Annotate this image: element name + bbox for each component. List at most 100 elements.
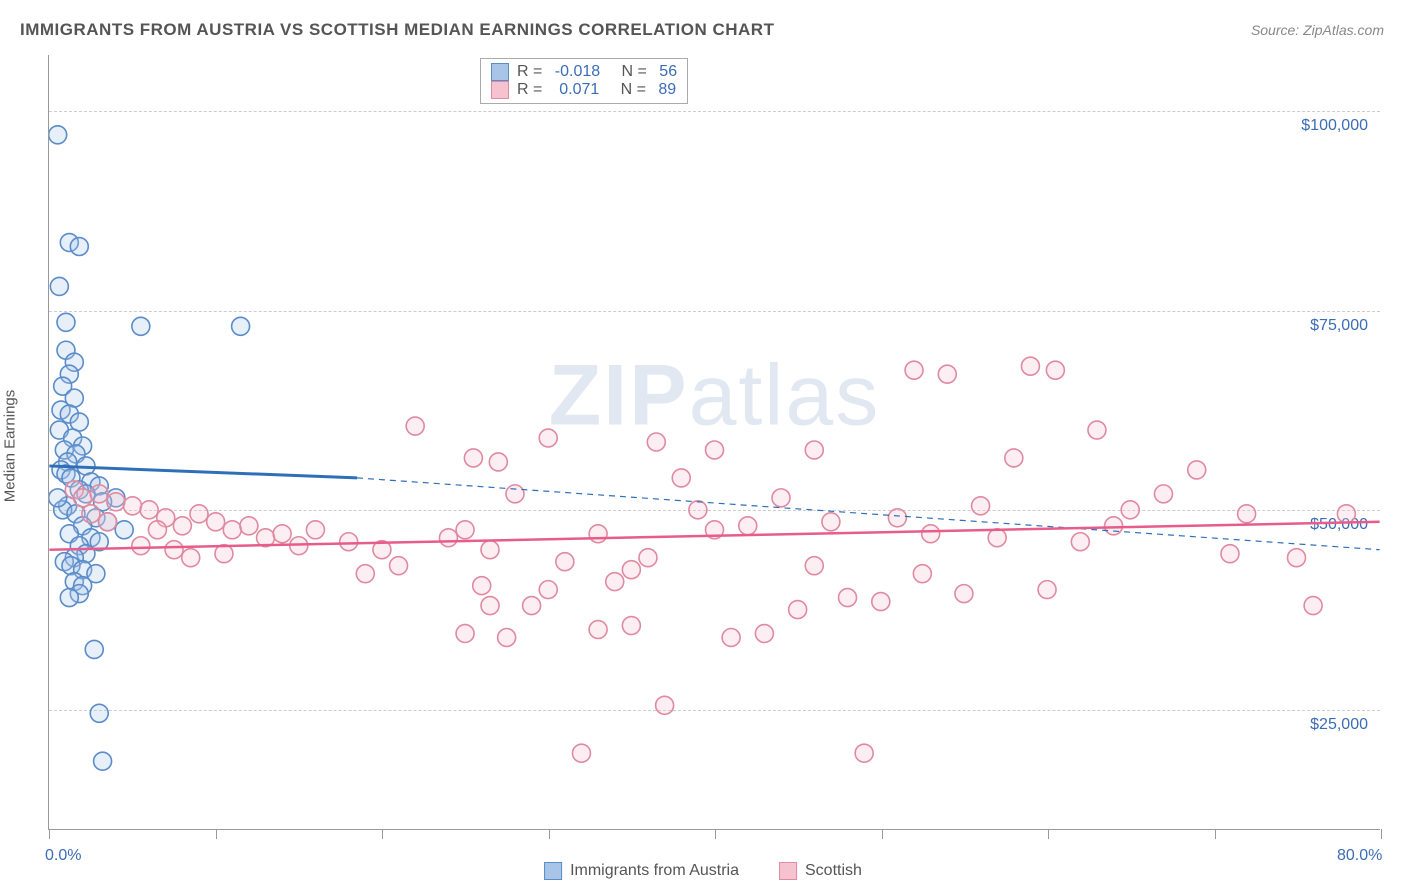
- data-point: [988, 529, 1006, 547]
- data-point: [1154, 485, 1172, 503]
- data-point: [822, 513, 840, 531]
- data-point: [955, 585, 973, 603]
- data-point: [1337, 505, 1355, 523]
- data-point: [481, 541, 499, 559]
- data-point: [888, 509, 906, 527]
- data-point: [148, 521, 166, 539]
- data-point: [240, 517, 258, 535]
- data-point: [739, 517, 757, 535]
- data-point: [124, 497, 142, 515]
- chart-container: IMMIGRANTS FROM AUSTRIA VS SCOTTISH MEDI…: [0, 0, 1406, 892]
- data-point: [905, 361, 923, 379]
- data-point: [556, 553, 574, 571]
- data-point: [606, 573, 624, 591]
- data-point: [589, 621, 607, 639]
- series-label-1: Scottish: [805, 862, 862, 880]
- data-point: [1046, 361, 1064, 379]
- legend-n-label-0: N =: [608, 63, 651, 81]
- data-point: [1188, 461, 1206, 479]
- x-tick-label: 0.0%: [45, 847, 81, 865]
- data-point: [390, 557, 408, 575]
- data-point: [506, 485, 524, 503]
- data-point: [523, 597, 541, 615]
- data-point: [1021, 357, 1039, 375]
- data-point: [49, 489, 67, 507]
- data-point: [481, 597, 499, 615]
- data-point: [539, 429, 557, 447]
- data-point: [572, 744, 590, 762]
- legend-r-val-1: 0.071: [555, 81, 599, 99]
- data-point: [473, 577, 491, 595]
- data-point: [456, 625, 474, 643]
- data-point: [82, 505, 100, 523]
- data-point: [855, 744, 873, 762]
- data-point: [1038, 581, 1056, 599]
- data-point: [439, 529, 457, 547]
- data-point: [50, 277, 68, 295]
- plot-area: ZIPatlas $25,000$50,000$75,000$100,0000.…: [48, 55, 1380, 830]
- data-point: [182, 549, 200, 567]
- data-point: [70, 238, 88, 256]
- data-point: [913, 565, 931, 583]
- data-point: [406, 417, 424, 435]
- data-point: [839, 589, 857, 607]
- data-point: [1121, 501, 1139, 519]
- data-point: [972, 497, 990, 515]
- legend-swatch-0: [491, 63, 509, 81]
- data-point: [456, 521, 474, 539]
- correlation-legend: R = -0.018 N = 56 R = 0.071 N = 89: [480, 58, 688, 104]
- series-label-0: Immigrants from Austria: [570, 862, 739, 880]
- legend-r-label-0: R =: [517, 63, 547, 81]
- data-point: [1304, 597, 1322, 615]
- data-point: [140, 501, 158, 519]
- series-legend-item-1: Scottish: [779, 862, 862, 880]
- series-legend: Immigrants from Austria Scottish: [544, 862, 862, 880]
- data-point: [755, 625, 773, 643]
- data-point: [464, 449, 482, 467]
- data-point: [938, 365, 956, 383]
- series-swatch-0: [544, 862, 562, 880]
- data-point: [49, 126, 67, 144]
- data-point: [57, 313, 75, 331]
- legend-swatch-1: [491, 81, 509, 99]
- data-point: [165, 541, 183, 559]
- data-point: [672, 469, 690, 487]
- data-point: [498, 629, 516, 647]
- data-point: [1005, 449, 1023, 467]
- data-point: [306, 521, 324, 539]
- data-point: [107, 493, 125, 511]
- data-point: [223, 521, 241, 539]
- legend-n-val-0: 56: [659, 63, 677, 81]
- data-point: [805, 441, 823, 459]
- series-legend-item-0: Immigrants from Austria: [544, 862, 739, 880]
- data-point: [173, 517, 191, 535]
- legend-r-label-1: R =: [517, 81, 547, 99]
- data-point: [922, 525, 940, 543]
- data-point: [273, 525, 291, 543]
- data-point: [115, 521, 133, 539]
- data-point: [74, 489, 92, 507]
- legend-r-val-0: -0.018: [555, 63, 600, 81]
- legend-n-label-1: N =: [607, 81, 650, 99]
- data-point: [340, 533, 358, 551]
- data-point: [356, 565, 374, 583]
- data-point: [622, 617, 640, 635]
- chart-source: Source: ZipAtlas.com: [1251, 22, 1384, 38]
- data-point: [539, 581, 557, 599]
- chart-title: IMMIGRANTS FROM AUSTRIA VS SCOTTISH MEDI…: [20, 20, 774, 40]
- data-point: [489, 453, 507, 471]
- data-point: [85, 640, 103, 658]
- data-point: [647, 433, 665, 451]
- data-point: [1238, 505, 1256, 523]
- data-point: [689, 501, 707, 519]
- data-point: [190, 505, 208, 523]
- data-point: [1071, 533, 1089, 551]
- data-point: [772, 489, 790, 507]
- data-point: [872, 593, 890, 611]
- x-tick-label: 80.0%: [1337, 847, 1382, 865]
- data-point: [90, 485, 108, 503]
- legend-row-1: R = 0.071 N = 89: [491, 81, 677, 99]
- data-point: [1088, 421, 1106, 439]
- data-point: [589, 525, 607, 543]
- scatter-svg: [49, 55, 1380, 829]
